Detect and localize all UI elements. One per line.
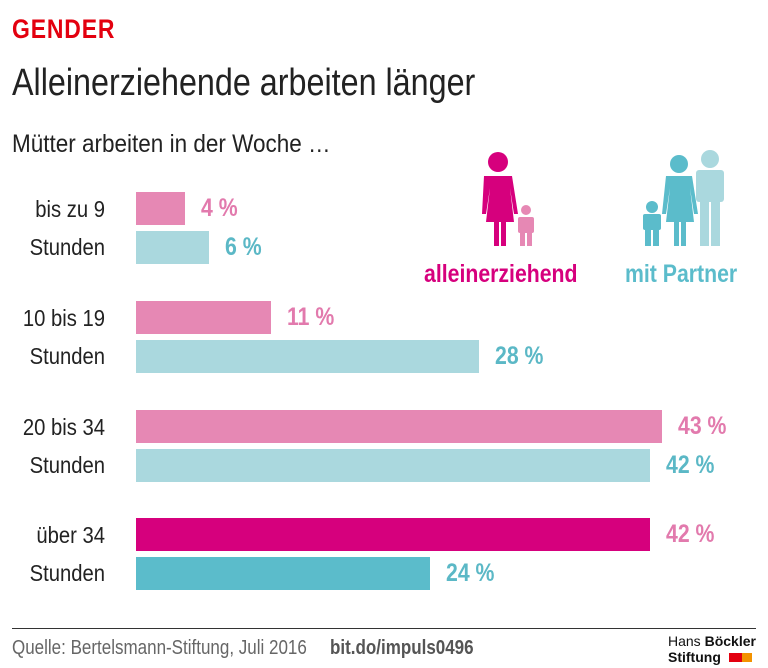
category-label: über 34: [36, 522, 105, 548]
logo-text: Stiftung: [668, 649, 721, 665]
logo-text: Hans: [668, 633, 701, 649]
category-label: Stunden: [29, 234, 105, 260]
logo-red-block: [728, 653, 742, 662]
bar-mit-partner: [136, 449, 650, 482]
bar-mit-partner: [136, 231, 210, 264]
logo-orange-block: [741, 653, 752, 662]
legend-mit-partner: mit Partner: [625, 260, 738, 288]
category-label: Stunden: [29, 560, 105, 586]
logo-text: Böckler: [704, 633, 756, 649]
category-label: 20 bis 34: [22, 414, 105, 440]
bar-alleinerziehend: [136, 192, 185, 225]
bar-mit-partner: [136, 340, 479, 373]
bar-alleinerziehend: [136, 518, 650, 551]
data-label: 28 %: [494, 342, 543, 370]
data-label: 42 %: [665, 451, 715, 479]
bar-alleinerziehend: [136, 410, 662, 443]
category-label: Stunden: [29, 452, 105, 478]
bar-alleinerziehend: [136, 301, 271, 334]
source-link[interactable]: bit.do/impuls0496: [330, 637, 474, 659]
legend-alleinerziehend: alleinerziehend: [424, 260, 578, 288]
data-label: 24 %: [445, 559, 495, 587]
category-label: bis zu 9: [35, 196, 105, 222]
category-label: 10 bis 19: [22, 305, 105, 331]
data-label: 6 %: [225, 233, 263, 261]
data-label: 43 %: [678, 412, 727, 440]
data-label: 42 %: [665, 520, 715, 548]
subtitle: Mütter arbeiten in der Woche …: [12, 130, 331, 158]
single-mother-icon: [482, 152, 534, 246]
page-title: Alleinerziehende arbeiten länger: [12, 62, 476, 104]
data-label: 11 %: [286, 303, 334, 331]
kicker: GENDER: [12, 14, 116, 44]
bar-mit-partner: [136, 557, 430, 590]
data-label: 4 %: [200, 194, 238, 222]
footer-divider: [12, 628, 756, 629]
category-label: Stunden: [29, 343, 105, 369]
couple-family-icon: [643, 150, 724, 246]
hans-boeckler-logo: Hans Böckler Stiftung: [668, 633, 756, 665]
source-text: Quelle: Bertelsmann-Stiftung, Juli 2016: [12, 637, 307, 659]
